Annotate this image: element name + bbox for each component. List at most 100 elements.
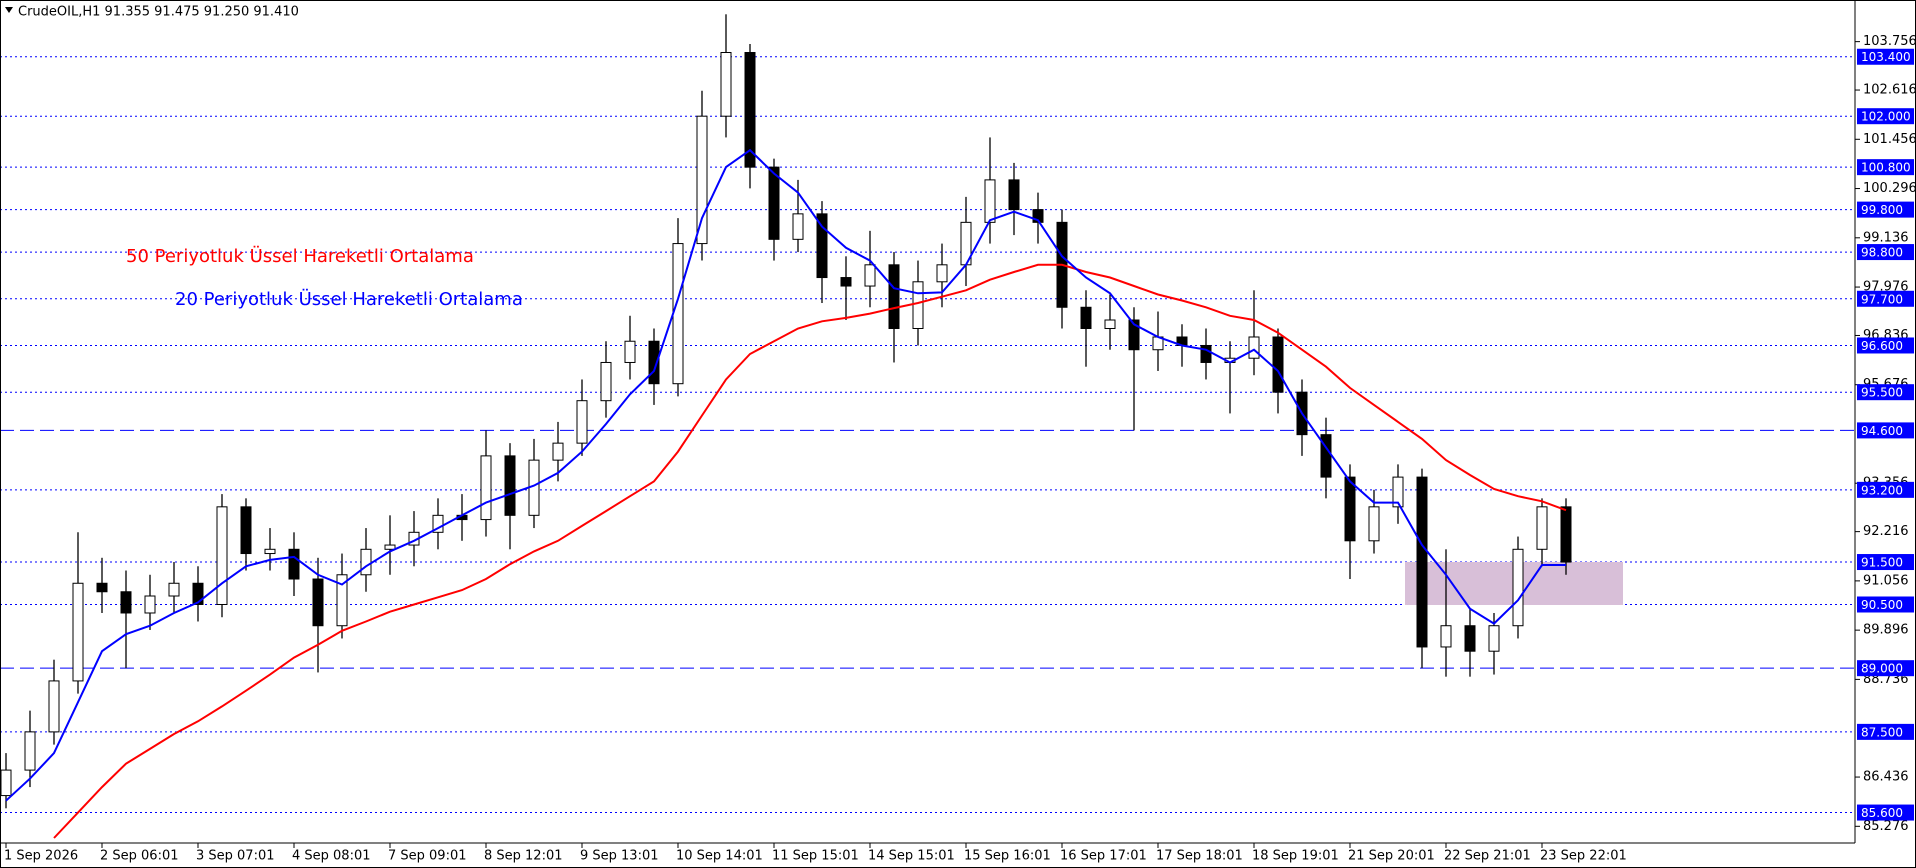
candle-body [1128, 319, 1140, 351]
candle-body [1392, 476, 1404, 508]
candle-body [912, 281, 924, 329]
candle-body [216, 506, 228, 605]
candle-body [648, 340, 660, 385]
candle-body [312, 578, 324, 627]
level-label-box [1857, 384, 1914, 401]
candle-body [384, 544, 396, 550]
level-label: 102.000 [1861, 110, 1911, 124]
candle-body [696, 115, 708, 245]
level-label: 99.800 [1861, 203, 1903, 217]
candle-body [840, 277, 852, 287]
candle-body [1512, 548, 1524, 627]
candle-body [1368, 506, 1380, 542]
ma-line [5, 148, 1566, 802]
level-label: 94.600 [1861, 424, 1903, 438]
candle-body [984, 179, 996, 223]
level-label: 97.700 [1861, 292, 1903, 306]
menu-icon[interactable] [5, 7, 13, 13]
candle-body [0, 769, 12, 797]
x-tick-label: 9 Sep 13:01 [580, 849, 659, 864]
y-tick-label: 102.616 [1863, 83, 1916, 98]
candle-body [144, 595, 156, 614]
x-tick-label: 23 Sep 22:01 [1540, 849, 1627, 864]
level-label: 95.500 [1861, 386, 1903, 400]
candle-body [1200, 344, 1212, 363]
level-label-box [1857, 244, 1914, 261]
candle-body [792, 213, 804, 240]
candle-body [264, 548, 276, 555]
y-tick-label: 103.756 [1863, 34, 1916, 49]
x-tick-label: 2 Sep 06:01 [100, 849, 179, 864]
level-label: 98.800 [1861, 246, 1903, 260]
y-tick-label: 86.436 [1863, 770, 1909, 785]
header: CrudeOIL,H1 91.355 91.475 91.250 91.410 [18, 5, 299, 20]
level-label: 91.500 [1861, 556, 1903, 570]
candle-body [1464, 625, 1476, 652]
y-tick-label: 101.456 [1863, 132, 1916, 147]
level-label-box [1857, 337, 1914, 354]
candle-body [480, 455, 492, 521]
x-tick-label: 4 Sep 08:01 [292, 849, 371, 864]
level-label-box [1857, 108, 1914, 125]
candle-body [1080, 306, 1092, 329]
level-label: 100.800 [1861, 161, 1911, 175]
candle-body [1104, 319, 1116, 329]
level-label-box [1857, 554, 1914, 571]
candle-body [1272, 336, 1284, 393]
level-label: 96.600 [1861, 339, 1903, 353]
level-label: 103.400 [1861, 50, 1911, 64]
x-tick-label: 22 Sep 21:01 [1444, 849, 1531, 864]
level-label-box [1857, 660, 1914, 677]
candle-body [24, 731, 36, 771]
candle-body [1008, 179, 1020, 211]
level-label: 90.500 [1861, 598, 1903, 612]
x-tick-label: 1 Sep 2026 [4, 849, 78, 864]
candle-body [624, 340, 636, 363]
candle-body [600, 361, 612, 402]
y-tick-label: 100.296 [1863, 181, 1916, 196]
candle-body [432, 514, 444, 533]
candle-body [552, 442, 564, 461]
candle-body [888, 264, 900, 329]
level-label-box [1857, 48, 1914, 65]
y-tick-label: 85.276 [1863, 819, 1909, 834]
x-tick-label: 16 Sep 17:01 [1060, 849, 1147, 864]
y-tick-label: 89.896 [1863, 623, 1909, 638]
candle-body [1248, 336, 1260, 359]
y-tick-label: 91.056 [1863, 573, 1909, 588]
candle-body [744, 52, 756, 168]
candle-body [672, 243, 684, 385]
level-label-box [1857, 422, 1914, 439]
candle-body [768, 166, 780, 240]
y-tick-label: 99.136 [1863, 230, 1909, 245]
level-label: 93.200 [1861, 483, 1903, 497]
candle-body [816, 213, 828, 279]
annotation: 20 Periyotluk Üssel Hareketli Ortalama [175, 288, 523, 310]
x-tick-label: 21 Sep 20:01 [1348, 849, 1435, 864]
candle-body [1488, 625, 1500, 652]
candle-body [1536, 506, 1548, 550]
candle-body [576, 400, 588, 444]
candle-body [936, 264, 948, 283]
x-tick-label: 10 Sep 14:01 [676, 849, 763, 864]
candle-body [96, 582, 108, 593]
candle-body [192, 582, 204, 605]
x-tick-label: 15 Sep 16:01 [964, 849, 1051, 864]
level-label-box [1857, 201, 1914, 218]
annotation: 50 Periyotluk Üssel Hareketli Ortalama [126, 245, 474, 267]
candle-body [72, 582, 84, 682]
candle-body [864, 264, 876, 287]
level-label-box [1857, 596, 1914, 613]
level-label-box [1857, 481, 1914, 498]
level-label: 85.600 [1861, 806, 1903, 820]
candle-body [288, 548, 300, 580]
level-label-box [1857, 159, 1914, 176]
candle-body [504, 455, 516, 516]
candle-body [336, 574, 348, 627]
y-tick-label: 92.216 [1863, 524, 1909, 539]
level-label-box [1857, 804, 1914, 821]
x-tick-label: 14 Sep 15:01 [868, 849, 955, 864]
candle-body [240, 506, 252, 555]
candle-body [48, 680, 60, 733]
